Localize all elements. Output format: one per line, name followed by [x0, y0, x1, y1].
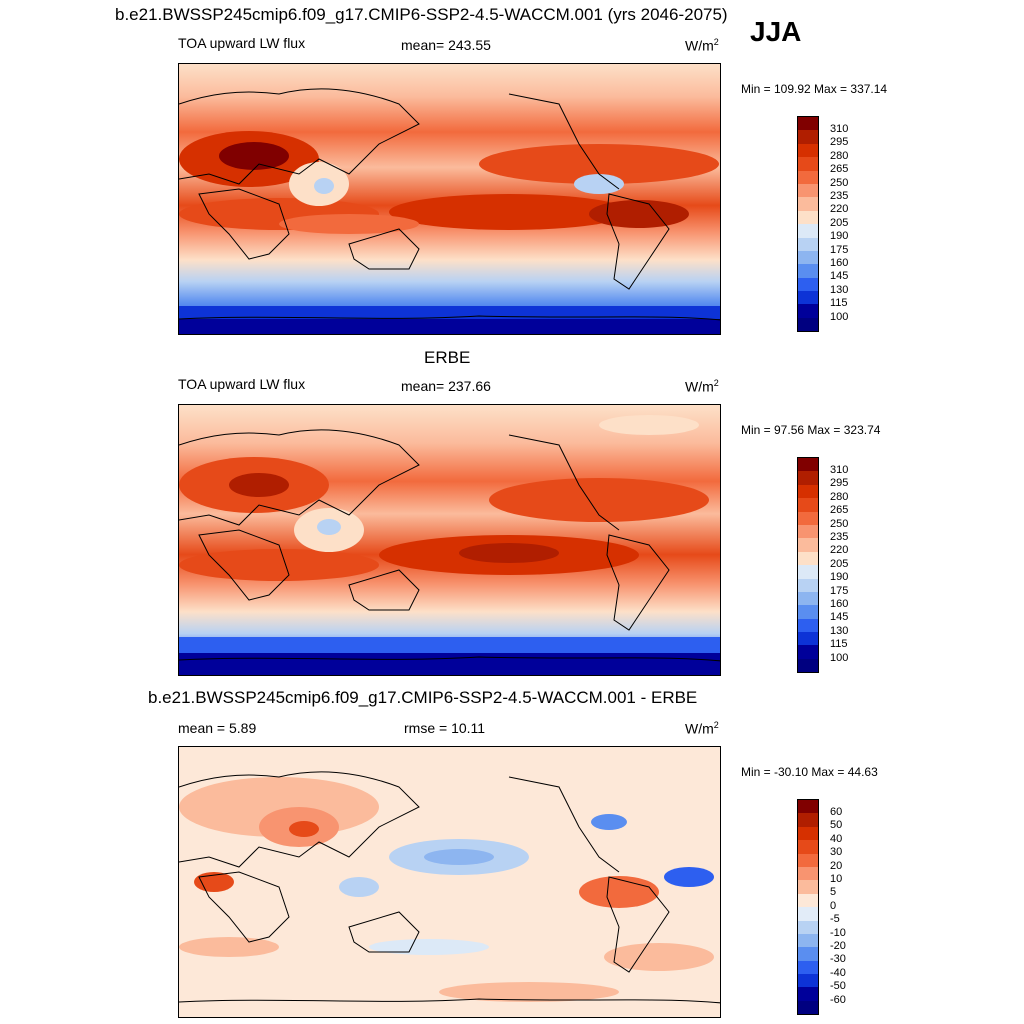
- panel1-minmax: Min = 109.92 Max = 337.14: [741, 82, 888, 96]
- cbar2-label: 205: [830, 557, 849, 570]
- cbar2-label: 250: [830, 517, 849, 530]
- cbar1-label: 115: [830, 297, 848, 310]
- cbar2-label: 160: [830, 598, 849, 610]
- panel3-title: b.e21.BWSSP245cmip6.f09_g17.CMIP6-SSP2-4…: [148, 688, 698, 707]
- panel2-map-field: [179, 405, 720, 675]
- cbar3-label: -30: [830, 953, 846, 966]
- cbar3-label: 5: [830, 886, 837, 899]
- panel2-title: ERBE: [424, 348, 471, 367]
- cbar1-label: 175: [830, 243, 849, 256]
- panel1-map: [178, 63, 721, 335]
- cbar2-label: 100: [830, 651, 849, 664]
- panel3-map: [178, 746, 721, 1018]
- figure-title: b.e21.BWSSP245cmip6.f09_g17.CMIP6-SSP2-4…: [115, 5, 728, 24]
- cbar2-label: 280: [830, 490, 849, 503]
- panel2-minmax: Min = 97.56 Max = 323.74: [741, 423, 881, 437]
- cbar2-label: 295: [830, 477, 849, 490]
- cbar3-label: -50: [830, 980, 846, 993]
- cbar2-label: 175: [830, 584, 849, 597]
- cbar1-label: 250: [830, 176, 849, 189]
- cbar1-label: 220: [830, 203, 849, 216]
- cbar1-label: 310: [830, 123, 849, 135]
- cbar2-label: 220: [830, 544, 849, 557]
- cbar2-label: 190: [830, 571, 849, 584]
- panel3-minmax: Min = -30.10 Max = 44.63: [741, 765, 878, 779]
- panel3-mean: mean = 5.89: [178, 720, 257, 736]
- cbar3-label: 50: [830, 819, 843, 832]
- panel1-variable: TOA upward LW flux: [178, 35, 306, 51]
- cbar3-label: 20: [830, 859, 843, 872]
- season-label: JJA: [750, 16, 802, 47]
- cbar1-label: 145: [830, 270, 849, 283]
- panel1-mean: mean= 243.55: [401, 37, 491, 53]
- cbar1-label: 280: [830, 149, 849, 162]
- panel2-units: W/m2: [685, 378, 719, 395]
- panel3-map-field: [179, 747, 720, 1017]
- cbar3-label: -20: [830, 940, 846, 952]
- cbar3-label: -40: [830, 966, 846, 979]
- panel2-mean: mean= 237.66: [401, 378, 491, 394]
- cbar1-label: 160: [830, 257, 849, 269]
- panel1-map-field: [179, 64, 720, 334]
- cbar3-label: 30: [830, 846, 843, 859]
- panel1-colorbar: [797, 116, 819, 333]
- cbar3-label: -60: [830, 993, 846, 1006]
- cbar3-label: 40: [830, 832, 843, 845]
- panel2-map: [178, 404, 721, 676]
- cbar1-label: 235: [830, 190, 849, 202]
- cbar2-label: 145: [830, 611, 849, 624]
- cbar1-label: 295: [830, 136, 849, 149]
- panel1-units: W/m2: [685, 37, 719, 54]
- cbar3-label: -10: [830, 926, 846, 939]
- cbar3-label: 0: [830, 899, 837, 912]
- cbar1-label: 265: [830, 163, 849, 176]
- cbar3-label: 10: [830, 873, 843, 885]
- cbar2-label: 310: [830, 464, 849, 476]
- cbar3-label: 60: [830, 806, 843, 818]
- cbar1-label: 130: [830, 283, 849, 296]
- panel3-units: W/m2: [685, 720, 719, 737]
- panel2-colorbar: [797, 457, 819, 674]
- panel2-variable: TOA upward LW flux: [178, 376, 306, 392]
- cbar1-label: 190: [830, 230, 849, 243]
- panel3-colorbar: [797, 799, 819, 1016]
- cbar1-label: 205: [830, 216, 849, 229]
- cbar2-label: 115: [830, 638, 848, 651]
- cbar2-label: 130: [830, 624, 849, 637]
- cbar2-label: 235: [830, 531, 849, 543]
- cbar2-label: 265: [830, 504, 849, 517]
- cbar1-label: 100: [830, 310, 849, 323]
- cbar3-label: -5: [830, 913, 840, 926]
- panel3-rmse: rmse = 10.11: [404, 720, 486, 736]
